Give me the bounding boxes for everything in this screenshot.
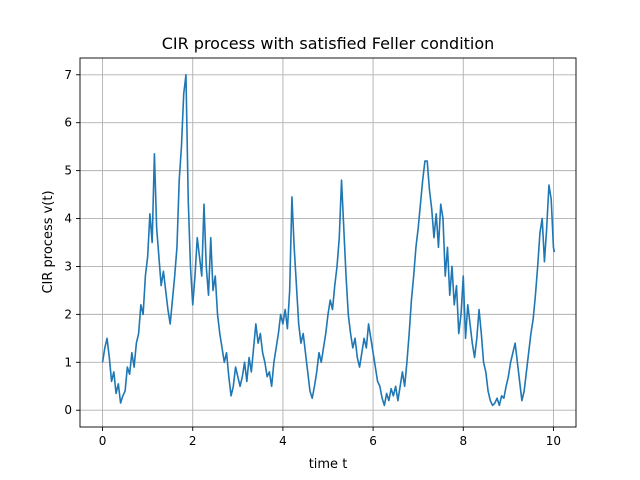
y-axis: 0 1 2 3 4 5 6 7: [64, 68, 80, 417]
x-tick-label: 2: [189, 434, 197, 448]
y-tick-label: 4: [64, 212, 72, 226]
plot-frame: [79, 57, 577, 428]
x-tick-label: 0: [99, 434, 107, 448]
y-axis-label: CIR process v(t): [41, 190, 56, 293]
x-tick-label: 6: [369, 434, 377, 448]
y-tick-label: 7: [64, 68, 72, 82]
series-line: [101, 73, 556, 407]
x-tick-label: 10: [546, 434, 561, 448]
y-tick-label: 1: [64, 355, 72, 369]
y-tick-label: 0: [64, 403, 72, 417]
chart-title: CIR process with satisfied Feller condit…: [162, 34, 495, 53]
grid: [80, 58, 576, 427]
x-tick-label: 4: [279, 434, 287, 448]
x-axis: 0 2 4 6 8 10: [99, 427, 561, 448]
y-tick-label: 3: [64, 259, 72, 273]
x-tick-label: 8: [459, 434, 467, 448]
series-layer: [101, 73, 556, 407]
y-tick-label: 2: [64, 307, 72, 321]
y-tick-label: 5: [64, 164, 72, 178]
x-axis-label: time t: [309, 457, 348, 472]
y-tick-label: 6: [64, 116, 72, 130]
